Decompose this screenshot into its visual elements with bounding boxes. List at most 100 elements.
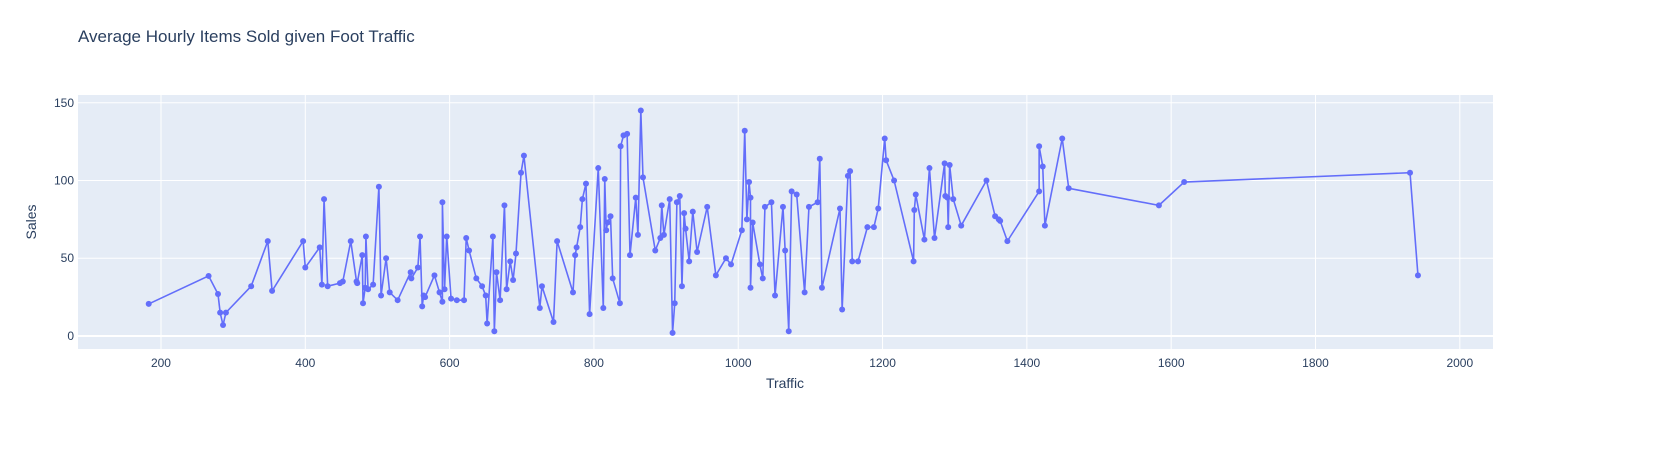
data-point xyxy=(681,210,688,217)
data-point xyxy=(300,238,307,245)
data-point xyxy=(600,304,607,311)
data-point xyxy=(805,203,812,210)
data-point xyxy=(741,127,748,134)
x-tick-label: 200 xyxy=(151,356,171,370)
data-point xyxy=(493,269,500,276)
data-point xyxy=(1041,222,1048,229)
data-point xyxy=(1155,202,1162,209)
data-point xyxy=(666,196,673,203)
data-point xyxy=(422,294,429,301)
data-point xyxy=(214,290,221,297)
data-point xyxy=(601,175,608,182)
data-point xyxy=(1004,238,1011,245)
data-point xyxy=(632,194,639,201)
data-point xyxy=(463,235,470,242)
data-point xyxy=(436,289,443,296)
data-point xyxy=(518,169,525,176)
x-axis-title: Traffic xyxy=(766,375,804,391)
x-tick-label: 600 xyxy=(440,356,460,370)
data-point xyxy=(324,283,331,290)
data-point xyxy=(520,152,527,159)
data-point xyxy=(362,233,369,240)
data-point xyxy=(682,225,689,232)
data-point xyxy=(746,179,753,186)
data-point xyxy=(441,286,448,293)
data-point xyxy=(145,300,152,307)
data-point xyxy=(484,320,491,327)
x-tick-label: 800 xyxy=(584,356,604,370)
data-point xyxy=(816,155,823,162)
chart-title: Average Hourly Items Sold given Foot Tra… xyxy=(78,27,415,46)
data-point xyxy=(453,297,460,304)
data-point xyxy=(269,287,276,294)
data-point xyxy=(660,231,667,238)
data-point xyxy=(844,172,851,179)
data-point xyxy=(394,297,401,304)
data-point xyxy=(579,196,586,203)
data-point xyxy=(738,227,745,234)
data-point xyxy=(220,322,227,329)
data-point xyxy=(864,224,871,231)
data-point xyxy=(945,224,952,231)
data-point xyxy=(466,247,473,254)
data-point xyxy=(931,235,938,242)
data-point xyxy=(637,107,644,114)
data-point xyxy=(814,199,821,206)
data-point xyxy=(479,283,486,290)
data-point xyxy=(407,269,414,276)
data-point xyxy=(671,300,678,307)
data-point xyxy=(747,194,754,201)
data-point xyxy=(761,203,768,210)
data-point xyxy=(339,278,346,285)
data-point xyxy=(302,264,309,271)
data-point xyxy=(439,298,446,305)
data-point xyxy=(321,196,328,203)
data-point xyxy=(536,304,543,311)
data-point xyxy=(448,295,455,302)
data-point xyxy=(205,272,212,279)
data-point xyxy=(883,157,890,164)
data-point xyxy=(489,233,496,240)
data-point xyxy=(316,244,323,251)
data-point xyxy=(1039,163,1046,170)
data-point xyxy=(360,300,367,307)
data-point xyxy=(756,261,763,268)
data-point xyxy=(624,130,631,137)
data-point xyxy=(749,219,756,226)
data-point xyxy=(722,255,729,262)
data-point xyxy=(946,161,953,168)
data-point xyxy=(779,203,786,210)
data-point xyxy=(941,160,948,167)
data-point xyxy=(604,219,611,226)
data-point xyxy=(926,165,933,172)
data-point xyxy=(507,258,514,265)
data-point xyxy=(616,300,623,307)
data-point xyxy=(603,227,610,234)
data-point xyxy=(839,306,846,313)
data-point xyxy=(686,258,693,265)
data-point xyxy=(347,238,354,245)
data-point xyxy=(217,309,224,316)
data-point xyxy=(383,255,390,262)
data-point xyxy=(743,216,750,223)
data-point xyxy=(414,264,421,271)
data-point xyxy=(248,283,255,290)
data-point xyxy=(473,275,480,282)
data-point xyxy=(788,188,795,195)
data-point xyxy=(554,238,561,245)
data-point xyxy=(318,281,325,288)
series-line xyxy=(148,110,1419,333)
data-point xyxy=(501,202,508,209)
data-point xyxy=(958,222,965,229)
data-point xyxy=(1414,272,1421,279)
data-point xyxy=(875,205,882,212)
data-point xyxy=(910,258,917,265)
y-axis-title: Sales xyxy=(23,204,39,239)
data-point xyxy=(370,281,377,288)
data-point xyxy=(983,177,990,184)
data-point xyxy=(512,250,519,257)
x-tick-label: 1800 xyxy=(1302,356,1329,370)
data-point xyxy=(658,202,665,209)
data-point xyxy=(704,203,711,210)
